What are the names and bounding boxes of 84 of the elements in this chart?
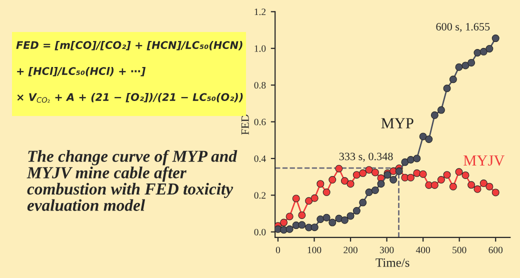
point [359, 169, 367, 177]
point [328, 176, 336, 184]
point [449, 182, 457, 190]
point [419, 132, 427, 140]
point [406, 174, 414, 182]
y-tick-label: 0.4 [254, 155, 266, 162]
point [280, 218, 288, 226]
point [340, 216, 348, 224]
point [316, 215, 324, 223]
point [480, 180, 488, 188]
point [492, 34, 500, 42]
y-tick-label: 1.2 [254, 8, 266, 16]
x-tick-label: 0 [276, 246, 280, 254]
point [352, 207, 360, 215]
point [449, 76, 457, 84]
point [346, 212, 354, 220]
point [310, 194, 318, 202]
point [286, 225, 294, 233]
point [462, 62, 470, 70]
text: + [HCl]/LC₅₀(HCl) + ⋯] [17, 66, 146, 76]
point [413, 154, 421, 162]
point [322, 188, 330, 196]
text: × V$_{CO₂}$ + A + (21 − [O₂])/(21 − LC₅₀(O₂)) [17, 92, 243, 103]
point [480, 48, 488, 56]
point [492, 188, 500, 196]
point [437, 176, 445, 184]
point [371, 168, 379, 176]
point [310, 224, 318, 232]
y-tick-label: 0.0 [254, 228, 266, 236]
point [365, 188, 373, 196]
point [328, 218, 336, 226]
point [430, 181, 438, 189]
point [462, 171, 470, 179]
point [443, 171, 451, 179]
point [371, 186, 379, 194]
point [335, 164, 343, 172]
point [390, 176, 398, 184]
annotation: 600 s, 1.655 [436, 22, 490, 32]
point [286, 212, 294, 220]
point [437, 106, 445, 114]
y-tick-label: 1.0 [254, 45, 266, 52]
x-tick-label: 600 [488, 246, 503, 254]
point [443, 84, 451, 92]
point [395, 167, 403, 175]
point [365, 166, 373, 174]
text: The change curve of MYP and MYJV mine cable after combustion with FED toxicity evaluation model [26, 150, 238, 211]
point [401, 158, 409, 166]
point [377, 180, 385, 188]
text: FED = [m[CO]/[CO₂] + [HCN]/LC₅₀(HCN) [16, 40, 242, 50]
x-tick-label: 400 [416, 246, 430, 254]
point [455, 63, 463, 71]
point [359, 198, 367, 206]
point [430, 111, 438, 119]
point [455, 168, 463, 176]
x-tick-label: 200 [344, 246, 358, 254]
point [474, 185, 482, 193]
point [322, 214, 330, 222]
x-tick-label: 300 [380, 246, 394, 254]
point [486, 44, 494, 52]
x-axis-title: Time/s [376, 258, 410, 267]
point [340, 177, 348, 185]
point [486, 182, 494, 190]
point [406, 156, 414, 164]
series-label: MYJV [464, 155, 505, 166]
point [298, 211, 306, 219]
y-tick-label: 0.6 [254, 118, 266, 126]
point [292, 194, 300, 202]
x-tick-label: 500 [452, 246, 466, 254]
point [474, 49, 482, 57]
point [468, 181, 476, 189]
point [346, 180, 354, 188]
x-tick-label: 100 [308, 246, 322, 254]
series-label: MYP [381, 118, 414, 128]
point [419, 170, 427, 178]
point [468, 58, 476, 66]
point [305, 197, 313, 205]
point [425, 135, 433, 143]
y-tick-label: 0.8 [254, 82, 266, 89]
y-tick-label: 0.2 [254, 192, 266, 199]
point [298, 221, 306, 229]
point [352, 171, 360, 179]
annotation: 333 s, 0.348 [339, 152, 393, 162]
point [413, 169, 421, 177]
point [316, 180, 324, 188]
